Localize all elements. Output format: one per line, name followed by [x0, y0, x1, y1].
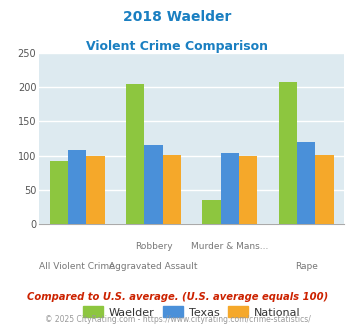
Bar	[239, 156, 257, 224]
Bar	[221, 153, 239, 224]
Text: Aggravated Assault: Aggravated Assault	[109, 262, 198, 271]
Bar	[279, 82, 297, 224]
Bar	[144, 146, 163, 224]
Bar	[297, 142, 315, 224]
Text: Murder & Mans...: Murder & Mans...	[191, 242, 268, 250]
Legend: Waelder, Texas, National: Waelder, Texas, National	[78, 302, 305, 322]
Bar	[202, 200, 221, 224]
Bar	[315, 155, 334, 224]
Text: 2018 Waelder: 2018 Waelder	[123, 10, 232, 24]
Bar	[86, 156, 105, 224]
Text: © 2025 CityRating.com - https://www.cityrating.com/crime-statistics/: © 2025 CityRating.com - https://www.city…	[45, 315, 310, 324]
Text: Rape: Rape	[295, 262, 318, 271]
Bar	[68, 150, 86, 224]
Text: Violent Crime Comparison: Violent Crime Comparison	[87, 40, 268, 52]
Bar	[163, 155, 181, 224]
Text: Compared to U.S. average. (U.S. average equals 100): Compared to U.S. average. (U.S. average …	[27, 292, 328, 302]
Bar	[50, 161, 68, 224]
Bar	[126, 84, 144, 224]
Text: All Violent Crime: All Violent Crime	[39, 262, 115, 271]
Text: Robbery: Robbery	[135, 242, 172, 250]
